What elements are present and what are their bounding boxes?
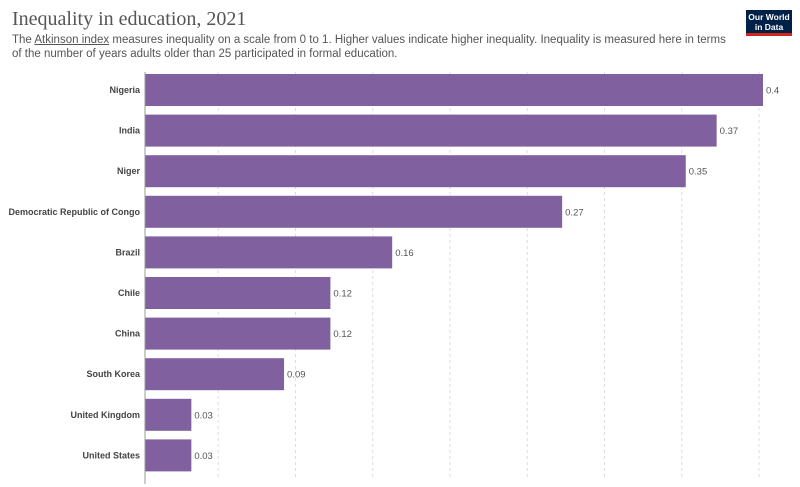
- bar-united-states[interactable]: [145, 439, 192, 472]
- bar-chile[interactable]: [145, 277, 331, 309]
- category-label: Niger: [117, 166, 141, 176]
- atkinson-index-link[interactable]: Atkinson index: [34, 34, 110, 46]
- category-label: Democratic Republic of Congo: [8, 207, 140, 217]
- category-label: Brazil: [115, 247, 140, 257]
- category-label: India: [119, 126, 141, 136]
- category-label: South Korea: [86, 369, 140, 379]
- subtitle-prefix: The: [12, 34, 35, 46]
- value-label: 0.35: [689, 167, 708, 178]
- category-label: Chile: [118, 288, 140, 298]
- value-label: 0.16: [395, 248, 414, 259]
- bar-brazil[interactable]: [145, 236, 393, 269]
- value-label: 0.12: [333, 329, 352, 340]
- bar-south-korea[interactable]: [145, 358, 285, 391]
- category-label: United Kingdom: [71, 410, 141, 420]
- value-label: 0.03: [194, 410, 213, 421]
- owid-logo[interactable]: Our World in Data: [746, 10, 792, 36]
- value-label: 0.27: [565, 207, 584, 218]
- value-label: 0.09: [287, 370, 306, 381]
- chart-title: Inequality in education, 2021: [12, 8, 247, 30]
- bar-united-kingdom[interactable]: [145, 398, 192, 431]
- bar-democratic-republic-of-congo[interactable]: [145, 195, 563, 228]
- bar-china[interactable]: [145, 317, 331, 350]
- logo-line-2: in Data: [754, 22, 784, 32]
- category-label: China: [115, 329, 141, 339]
- category-label: United States: [82, 450, 140, 460]
- value-label: 0.37: [720, 126, 739, 137]
- category-label: Nigeria: [109, 85, 141, 95]
- value-label: 0.03: [194, 451, 213, 462]
- bar-india[interactable]: [145, 114, 717, 147]
- logo-line-1: Our World: [748, 12, 790, 22]
- chart-subtitle: The Atkinson index measures inequality o…: [12, 33, 732, 61]
- bar-niger[interactable]: [145, 155, 686, 188]
- subtitle-text: measures inequality on a scale from 0 to…: [12, 34, 726, 60]
- value-label: 0.4: [766, 86, 779, 97]
- bar-nigeria[interactable]: [145, 74, 763, 106]
- value-label: 0.12: [333, 289, 352, 300]
